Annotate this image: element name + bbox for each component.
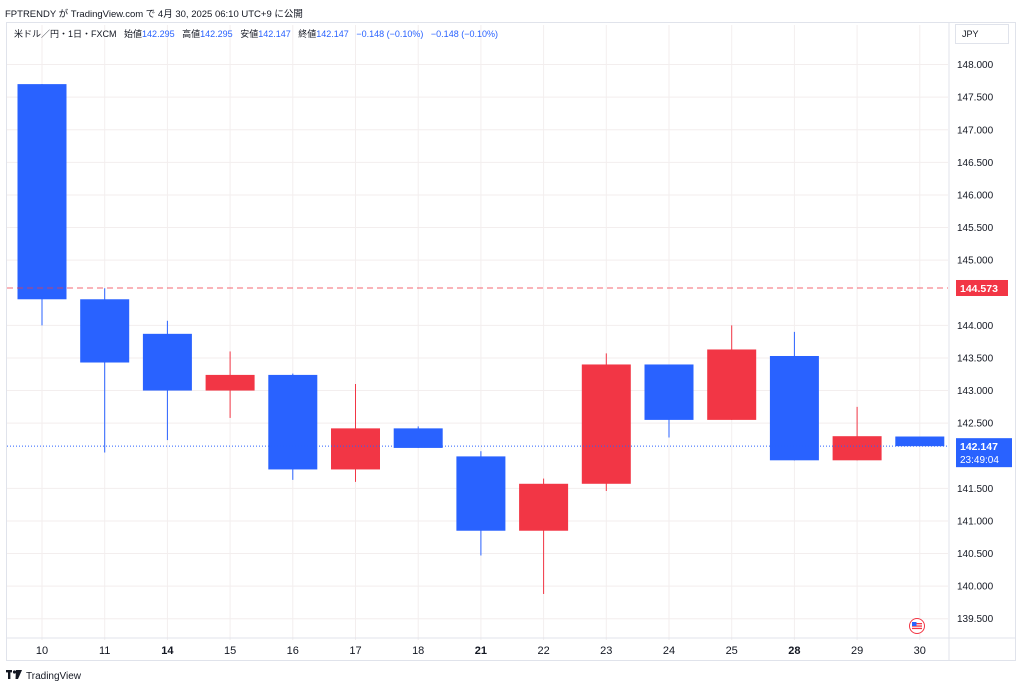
last-price-badge [956, 438, 1012, 468]
candle-body [80, 299, 130, 363]
y-tick-label: 143.000 [957, 386, 994, 397]
x-tick-label: 18 [412, 645, 424, 657]
last-price-label: 142.147 [960, 441, 998, 453]
candle-body [769, 355, 819, 461]
x-tick-label: 24 [663, 645, 675, 657]
close-label: 終値 [298, 29, 317, 39]
x-tick-label: 10 [36, 645, 48, 657]
open-label: 始値 [124, 29, 143, 39]
x-tick-label: 30 [914, 645, 926, 657]
candle-body [205, 374, 255, 391]
change-value: −0.148 (−0.10%) [356, 29, 424, 39]
high-value: 142.295 [200, 29, 233, 39]
publish-header: FPTRENDY が TradingView.com で 4月 30, 2025… [5, 9, 303, 20]
candle-body [832, 436, 882, 461]
y-tick-label: 148.000 [957, 60, 994, 71]
x-tick-label: 15 [224, 645, 236, 657]
y-tick-label: 142.500 [957, 419, 994, 430]
open-value: 142.295 [142, 29, 175, 39]
y-tick-label: 143.500 [957, 353, 994, 364]
axes: 148.000 147.500 147.000 146.500 146.000 145.5… [7, 22, 1015, 661]
close-value: 142.147 [316, 29, 349, 39]
y-tick-label: 140.000 [957, 582, 994, 593]
tradingview-logo-icon [6, 670, 22, 682]
symbol-legend: 米ドル／円・1日・FXCM 始値142.295 高値142.295 安値142.… [14, 27, 498, 40]
low-value: 142.147 [258, 29, 291, 39]
footer-brand: TradingView [26, 670, 82, 682]
candle-body [644, 364, 694, 420]
y-tick-label: 146.000 [957, 190, 994, 201]
price-lines: 144.573 142.147 23:49:04 [7, 279, 1012, 468]
grid [7, 25, 948, 640]
candle-body [519, 483, 569, 531]
level-price-badge [956, 279, 1008, 296]
y-tick-label: 140.500 [957, 549, 994, 560]
y-tick-label: 145.500 [957, 223, 994, 234]
x-tick-label: 22 [537, 645, 549, 657]
y-tick-label: 141.500 [957, 484, 994, 495]
us-flag-icon [909, 618, 925, 634]
change-value-2: −0.148 (−0.10%) [430, 29, 498, 39]
candle-body [456, 456, 506, 531]
y-tick-label: 145.000 [957, 256, 994, 267]
x-tick-label: 25 [726, 645, 738, 657]
y-tick-label: 144.000 [957, 321, 994, 332]
currency-selector[interactable]: JPY [955, 24, 1009, 44]
candles [17, 84, 945, 594]
x-tick-label: 21 [475, 645, 487, 657]
low-label: 安値 [240, 29, 259, 39]
x-tick-label: 23 [600, 645, 612, 657]
chart-frame [6, 22, 1016, 661]
level-price-label: 144.573 [960, 283, 998, 295]
y-tick-label: 147.000 [957, 125, 994, 136]
x-tick-label: 14 [161, 645, 174, 657]
symbol-name: 米ドル／円・1日・FXCM [14, 29, 117, 39]
y-tick-label: 141.000 [957, 516, 994, 527]
footer: TradingView [6, 670, 81, 682]
x-tick-label: 17 [349, 645, 361, 657]
candle-body [895, 436, 945, 447]
candle-body [393, 428, 443, 448]
y-tick-label: 139.500 [957, 614, 994, 625]
y-tick-label: 147.500 [957, 93, 994, 104]
candle-body [17, 84, 67, 300]
x-tick-label: 29 [851, 645, 863, 657]
high-label: 高値 [182, 29, 201, 39]
candle-body [268, 374, 318, 470]
candle-body [142, 333, 192, 391]
y-tick-label: 146.500 [957, 158, 994, 169]
candle-body [707, 349, 757, 420]
x-tick-label: 28 [788, 645, 800, 657]
x-tick-label: 11 [99, 645, 110, 657]
x-tick-label: 16 [287, 645, 299, 657]
candle-body [331, 428, 380, 470]
candle-body [581, 364, 631, 484]
countdown-label: 23:49:04 [960, 455, 999, 466]
